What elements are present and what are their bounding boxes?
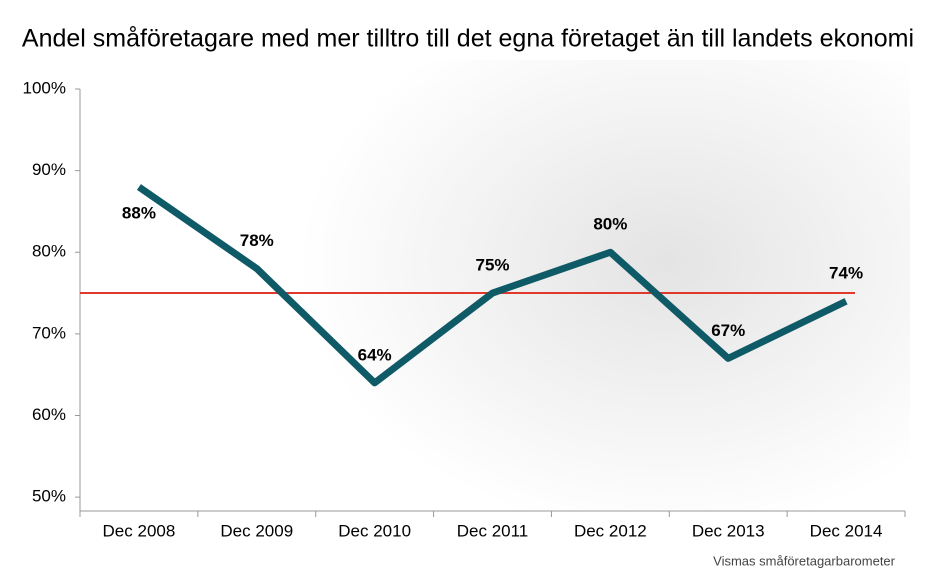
background-photo <box>300 60 910 510</box>
value-label: 74% <box>829 264 863 283</box>
y-tick-label: 90% <box>32 160 66 179</box>
source: Vismas småföretagarbarometer <box>713 553 896 568</box>
x-tick-label: Dec 2013 <box>692 521 765 540</box>
y-tick-label: 80% <box>32 242 66 261</box>
y-tick-label: 70% <box>32 323 66 342</box>
data-line <box>136 184 848 387</box>
x-tick-label: Dec 2011 <box>457 521 529 540</box>
x-tick-label: Dec 2008 <box>103 521 176 540</box>
value-label: 64% <box>358 345 392 364</box>
y-tick-label: 100% <box>23 78 66 97</box>
x-tick-label: Dec 2014 <box>810 521 883 540</box>
x-tick-label: Dec 2009 <box>220 521 293 540</box>
y-tick-label: 50% <box>32 487 66 506</box>
x-tick-label: Dec 2012 <box>574 521 647 540</box>
value-label: 88% <box>122 203 156 222</box>
x-tick-label: Dec 2010 <box>338 521 411 540</box>
value-label: 78% <box>240 231 274 250</box>
value-label: 80% <box>593 215 627 234</box>
chart-title: Andel småföretagare med mer tilltro till… <box>22 25 914 53</box>
value-label: 75% <box>475 256 509 275</box>
value-label: 67% <box>711 321 745 340</box>
y-tick-label: 60% <box>32 405 66 424</box>
